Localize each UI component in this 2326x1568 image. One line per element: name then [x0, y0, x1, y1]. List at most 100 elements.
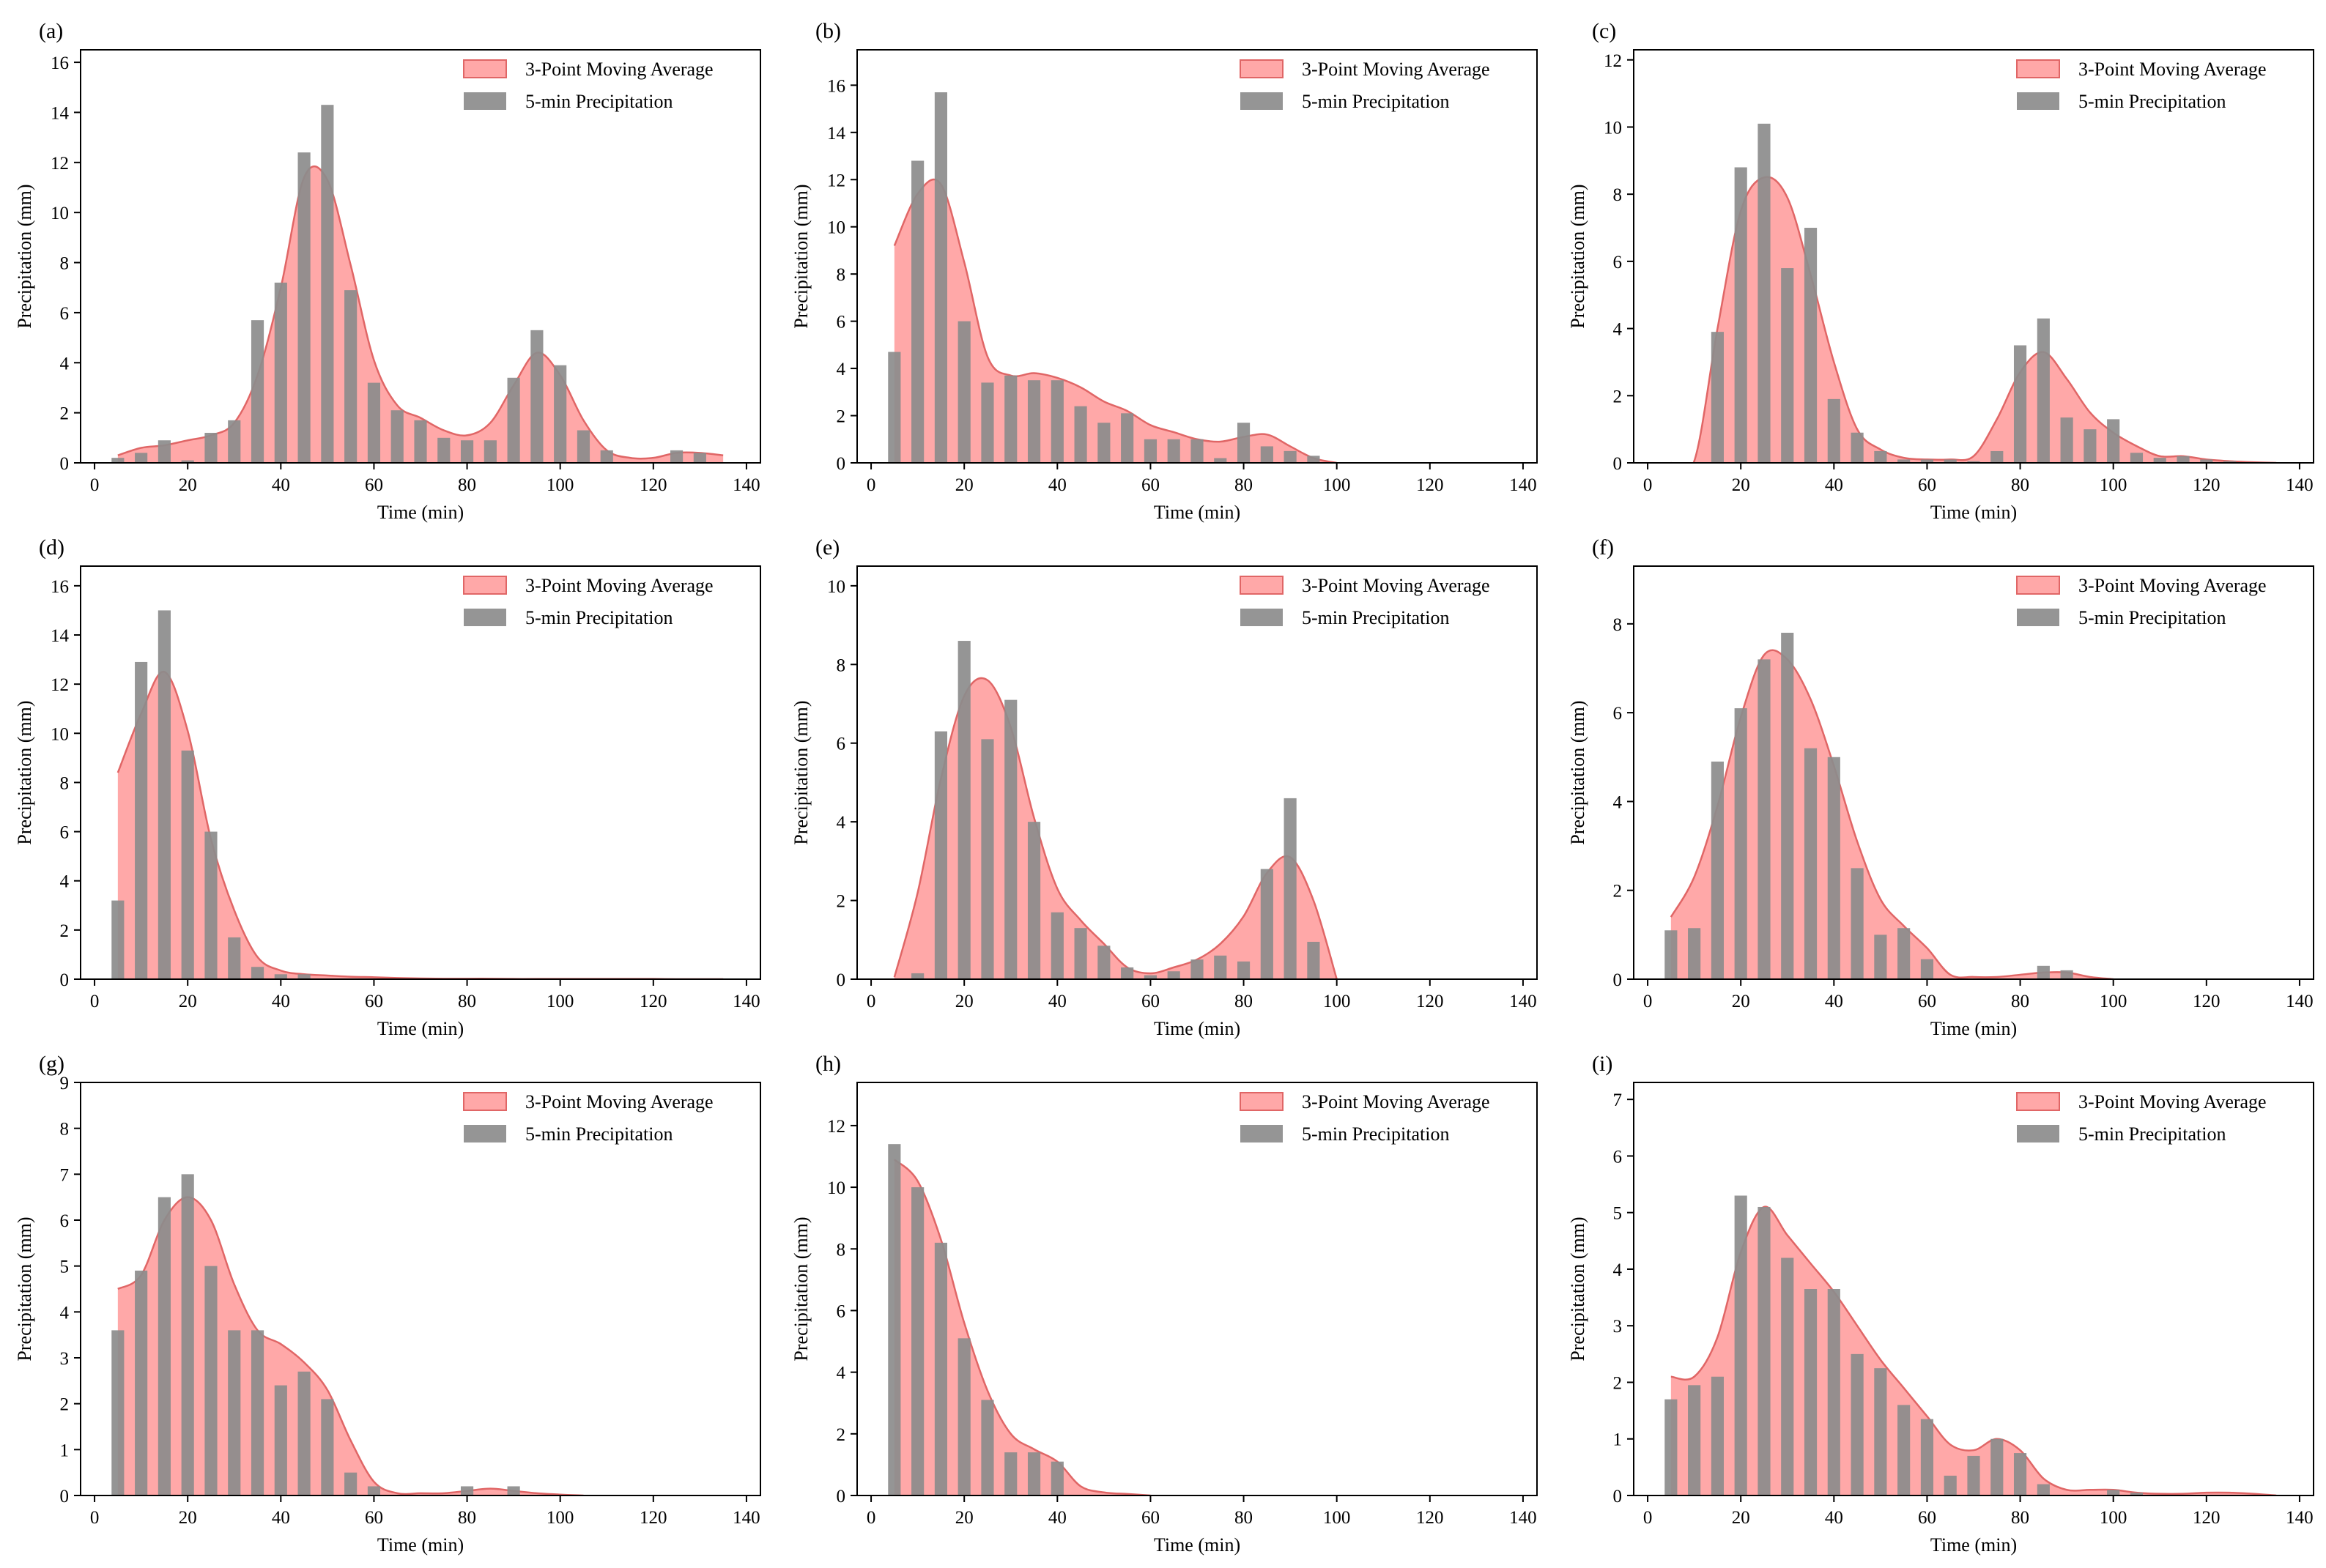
moving-average-area: [894, 1159, 1151, 1495]
precip-bar: [1167, 439, 1180, 463]
precip-bar: [888, 1144, 901, 1495]
axes-frame: [1633, 49, 2314, 464]
x-tick-label: 20: [955, 1508, 974, 1528]
precip-bar: [1051, 1461, 1064, 1495]
legend-swatch-area: [463, 1092, 507, 1111]
x-tick-label: 140: [1509, 992, 1537, 1011]
legend-label: 3-Point Moving Average: [1302, 1091, 1490, 1112]
precip-bar: [297, 1371, 311, 1495]
panel-label: (i): [1592, 1052, 1612, 1076]
precip-bar: [1121, 413, 1134, 463]
chart-panel: 0 20 40 60 80 100 120 140 0 2 4 6 8 10 12 14 16 Time (min…: [14, 19, 761, 523]
precip-bar: [1027, 822, 1041, 979]
y-tick-label: 0: [1613, 970, 1623, 990]
precip-bar: [274, 282, 287, 463]
y-tick-label: 0: [837, 454, 846, 474]
panel-label: (f): [1592, 535, 1614, 560]
precip-bar: [1711, 761, 1724, 979]
y-tick-label: 0: [1613, 1487, 1623, 1506]
precip-bar: [1027, 1452, 1041, 1495]
y-axis-label: Precipitation (mm): [1567, 1216, 1588, 1361]
legend-swatch-area: [1240, 1092, 1284, 1111]
precip-bar: [228, 937, 241, 979]
precip-bar: [1214, 955, 1227, 979]
precip-bar: [204, 432, 218, 463]
precip-bar: [321, 1399, 334, 1495]
precip-bar: [958, 641, 971, 979]
precip-bar: [344, 1472, 358, 1495]
legend-swatch-area: [463, 59, 507, 78]
precip-bar: [1097, 423, 1111, 463]
y-tick-label: 5: [60, 1257, 70, 1277]
x-tick-label: 40: [1048, 992, 1067, 1011]
x-tick-label: 100: [547, 475, 574, 495]
precip-bar: [1851, 1353, 1864, 1495]
y-tick-label: 0: [837, 970, 846, 990]
y-tick-label: 12: [51, 675, 69, 695]
axes-frame: [80, 565, 761, 980]
legend-swatch-area: [2016, 59, 2060, 78]
precip-bar: [911, 973, 925, 979]
legend-label: 3-Point Moving Average: [2078, 59, 2267, 80]
x-tick-label: 0: [867, 475, 876, 495]
y-tick-label: 4: [60, 354, 70, 374]
precip-bar: [507, 1486, 520, 1495]
precip-bar: [2060, 970, 2073, 979]
x-tick-label: 100: [2100, 475, 2127, 495]
precip-bar: [1734, 1195, 1747, 1495]
precip-bar: [2223, 461, 2237, 463]
chart-panel: 0 20 40 60 80 100 120 140 0 2 4 6 8 10 12 Time (min) Pre…: [790, 1052, 1538, 1556]
y-axis-label: Precipitation (mm): [790, 700, 812, 844]
y-tick-label: 14: [827, 124, 846, 144]
x-tick-label: 40: [272, 475, 290, 495]
y-tick-label: 3: [60, 1349, 70, 1369]
x-tick-label: 20: [179, 992, 197, 1011]
legend: 3-Point Moving Average 5-min Precipitatio…: [2016, 59, 2267, 112]
precip-bar: [1781, 1257, 1794, 1495]
y-tick-label: 0: [60, 1487, 70, 1506]
precip-bar: [1920, 1419, 1934, 1495]
y-tick-label: 16: [827, 76, 845, 96]
precip-bar: [158, 440, 171, 463]
x-tick-label: 100: [1323, 475, 1351, 495]
precip-bar: [2037, 1484, 2050, 1495]
precip-bar: [1074, 406, 1087, 463]
precip-bar: [1051, 380, 1064, 463]
x-tick-label: 100: [1323, 1508, 1351, 1528]
x-tick-label: 100: [547, 992, 574, 1011]
x-axis-label: Time (min): [1154, 1018, 1240, 1039]
precip-bar: [1804, 1289, 1818, 1495]
precip-bar: [251, 967, 264, 979]
plot-area: [888, 92, 1337, 463]
x-tick-label: 120: [1416, 992, 1444, 1011]
x-tick-label: 120: [2193, 475, 2221, 495]
precip-bar: [1688, 928, 1701, 979]
y-tick-label: 8: [837, 1240, 846, 1260]
moving-average-area: [117, 672, 724, 979]
precip-bar: [1851, 868, 1864, 979]
precip-bar: [321, 105, 334, 463]
precip-bar: [2153, 458, 2166, 463]
precip-bar: [1758, 123, 1771, 463]
legend-swatch-area: [1240, 59, 1284, 78]
y-tick-label: 6: [60, 823, 70, 843]
precip-bar: [1051, 912, 1064, 979]
x-tick-label: 80: [458, 1508, 476, 1528]
legend-label: 5-min Precipitation: [525, 91, 673, 112]
y-tick-label: 8: [1613, 185, 1623, 205]
precip-bar: [2037, 965, 2050, 979]
x-tick-label: 140: [2286, 475, 2314, 495]
x-tick-label: 80: [2011, 992, 2029, 1011]
x-tick-label: 120: [640, 475, 667, 495]
x-tick-label: 0: [1643, 992, 1653, 1011]
chart-panel: 0 20 40 60 80 100 120 140 0 1 2 3 4 5 6 7 8 9 Time (min) Pr…: [14, 1052, 761, 1556]
precip-bar: [1307, 456, 1320, 463]
precip-bar: [1944, 459, 1957, 463]
precip-bar: [1237, 423, 1251, 463]
x-tick-label: 0: [1643, 475, 1653, 495]
y-tick-label: 6: [1613, 704, 1623, 724]
y-tick-label: 4: [60, 872, 70, 892]
precip-bar: [911, 1187, 925, 1495]
chart-panel: 0 20 40 60 80 100 120 140 0 2 4 6 8 10 Time (min) Preci…: [790, 535, 1538, 1039]
legend: 3-Point Moving Average 5-min Precipitatio…: [463, 1091, 714, 1145]
